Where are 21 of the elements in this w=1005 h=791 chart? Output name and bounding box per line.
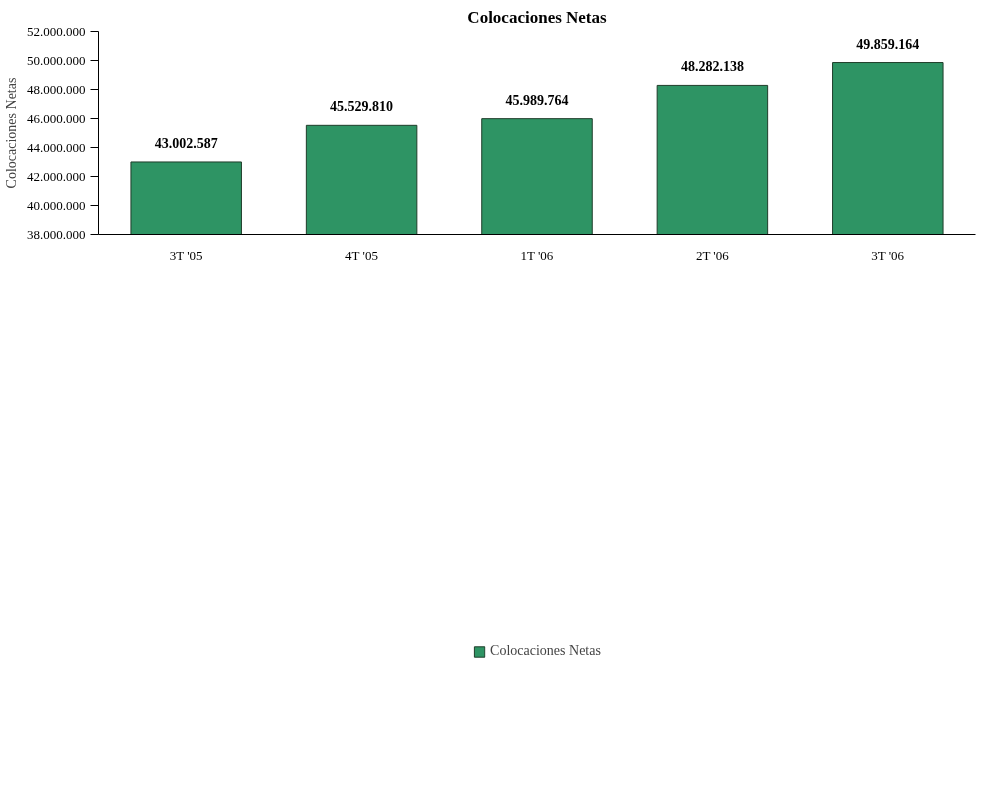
x-tick-label: 4T '05 bbox=[345, 247, 378, 263]
y-tick-label: 50.000.000 bbox=[27, 52, 86, 68]
data-label: 43.002.587 bbox=[154, 135, 218, 151]
x-tick-label: 3T '06 bbox=[871, 247, 905, 263]
y-tick-label: 44.000.000 bbox=[27, 139, 86, 155]
y-tick-label: 38.000.000 bbox=[27, 226, 86, 242]
data-label: 49.859.164 bbox=[856, 36, 920, 52]
x-tick-label: 1T '06 bbox=[520, 247, 554, 263]
y-tick-label: 52.000.000 bbox=[27, 23, 86, 39]
legend-label: Colocaciones Netas bbox=[490, 643, 601, 659]
chart-title: Colocaciones Netas bbox=[467, 7, 608, 27]
y-tick-label: 48.000.000 bbox=[27, 81, 86, 97]
data-label: 45.989.764 bbox=[505, 92, 569, 108]
x-tick-label: 3T '05 bbox=[169, 247, 203, 263]
y-axis-title: Colocaciones Netas bbox=[4, 77, 19, 189]
x-tick-label: 2T '06 bbox=[695, 247, 730, 263]
y-tick-label: 42.000.000 bbox=[27, 168, 86, 184]
y-tick-label: 40.000.000 bbox=[27, 197, 86, 213]
data-label: 48.282.138 bbox=[680, 59, 744, 75]
data-label: 45.529.810 bbox=[330, 99, 394, 115]
y-tick-label: 46.000.000 bbox=[27, 110, 86, 126]
